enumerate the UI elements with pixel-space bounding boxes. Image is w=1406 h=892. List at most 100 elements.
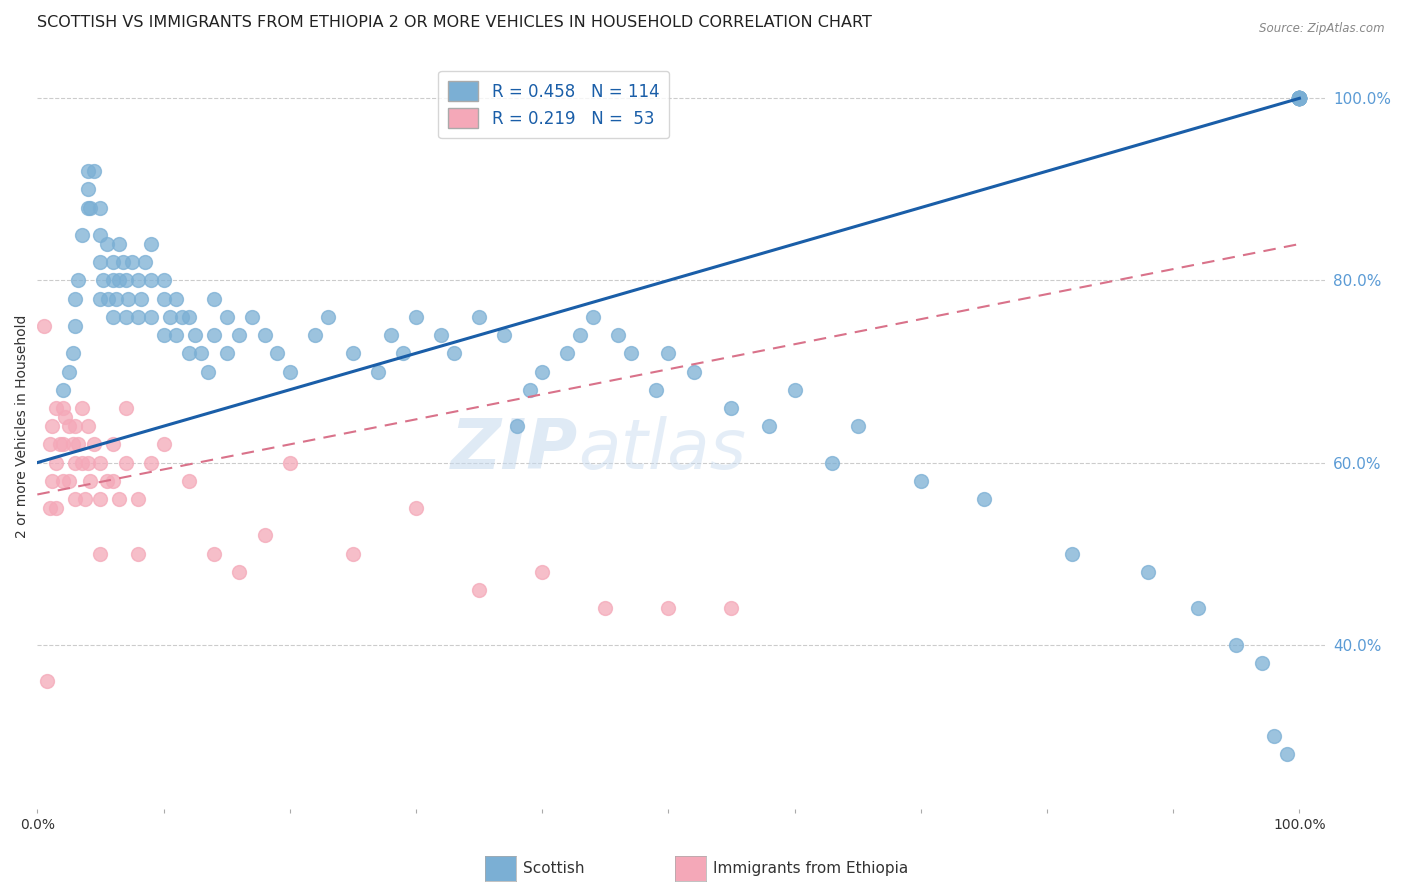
Point [531, 365, 554, 379]
Point [89, 292, 111, 306]
Point [202, 328, 225, 343]
Point [202, 547, 225, 561]
Point [342, 547, 364, 561]
Point [112, 255, 135, 269]
Point [127, 310, 149, 324]
Point [1288, 91, 1310, 105]
Point [152, 437, 174, 451]
Point [114, 310, 136, 324]
Point [172, 310, 194, 324]
Point [139, 310, 162, 324]
Point [139, 273, 162, 287]
Point [316, 310, 339, 324]
Point [606, 328, 628, 343]
Point [1288, 91, 1310, 105]
Point [114, 401, 136, 415]
Point [278, 456, 301, 470]
Point [152, 292, 174, 306]
Point [569, 328, 592, 343]
Point [45, 501, 67, 516]
Text: ZIP: ZIP [451, 416, 578, 483]
Text: atlas: atlas [578, 416, 747, 483]
Point [228, 565, 250, 579]
Point [121, 255, 143, 269]
Point [89, 547, 111, 561]
Point [1288, 91, 1310, 105]
Point [215, 310, 238, 324]
Point [101, 273, 124, 287]
Point [1288, 91, 1310, 105]
Point [52, 383, 75, 397]
Point [58, 474, 80, 488]
Point [96, 474, 118, 488]
Point [101, 310, 124, 324]
Point [253, 528, 276, 542]
Point [52, 437, 75, 451]
Point [63, 318, 86, 333]
Point [846, 419, 869, 434]
Point [127, 547, 149, 561]
Point [1288, 91, 1310, 105]
Point [39, 437, 62, 451]
Point [215, 346, 238, 360]
Point [519, 383, 541, 397]
Point [304, 328, 326, 343]
Point [63, 456, 86, 470]
Point [117, 292, 139, 306]
Point [1062, 547, 1084, 561]
Point [79, 201, 101, 215]
Point [619, 346, 641, 360]
Point [1288, 91, 1310, 105]
Point [1187, 601, 1209, 615]
Point [582, 310, 605, 324]
Point [70, 401, 93, 415]
Point [159, 310, 181, 324]
Point [184, 328, 207, 343]
Point [228, 328, 250, 343]
Point [468, 310, 491, 324]
Point [1288, 91, 1310, 105]
Point [657, 601, 679, 615]
Point [101, 437, 124, 451]
Point [89, 227, 111, 242]
Point [240, 310, 263, 324]
Y-axis label: 2 or more Vehicles in Household: 2 or more Vehicles in Household [15, 315, 30, 538]
Point [758, 419, 780, 434]
Point [1225, 638, 1247, 652]
Text: Immigrants from Ethiopia: Immigrants from Ethiopia [713, 862, 908, 876]
Point [177, 346, 200, 360]
Point [657, 346, 679, 360]
Point [1288, 91, 1310, 105]
Text: Source: ZipAtlas.com: Source: ZipAtlas.com [1260, 22, 1385, 36]
Point [70, 227, 93, 242]
Point [32, 318, 55, 333]
Point [506, 419, 529, 434]
Point [1275, 747, 1298, 761]
Point [682, 365, 704, 379]
Point [177, 310, 200, 324]
Point [557, 346, 579, 360]
Point [165, 328, 187, 343]
Point [53, 410, 76, 425]
Point [45, 401, 67, 415]
Point [76, 419, 98, 434]
Point [127, 273, 149, 287]
Point [253, 328, 276, 343]
Point [101, 474, 124, 488]
Point [79, 474, 101, 488]
Point [1288, 91, 1310, 105]
Text: Scottish: Scottish [523, 862, 585, 876]
Point [58, 419, 80, 434]
Point [405, 310, 427, 324]
Point [266, 346, 288, 360]
Point [89, 201, 111, 215]
Point [392, 346, 415, 360]
Point [531, 565, 554, 579]
Point [494, 328, 516, 343]
Point [177, 474, 200, 488]
Point [91, 273, 114, 287]
Point [973, 491, 995, 506]
Point [278, 365, 301, 379]
Point [62, 437, 84, 451]
Point [89, 456, 111, 470]
